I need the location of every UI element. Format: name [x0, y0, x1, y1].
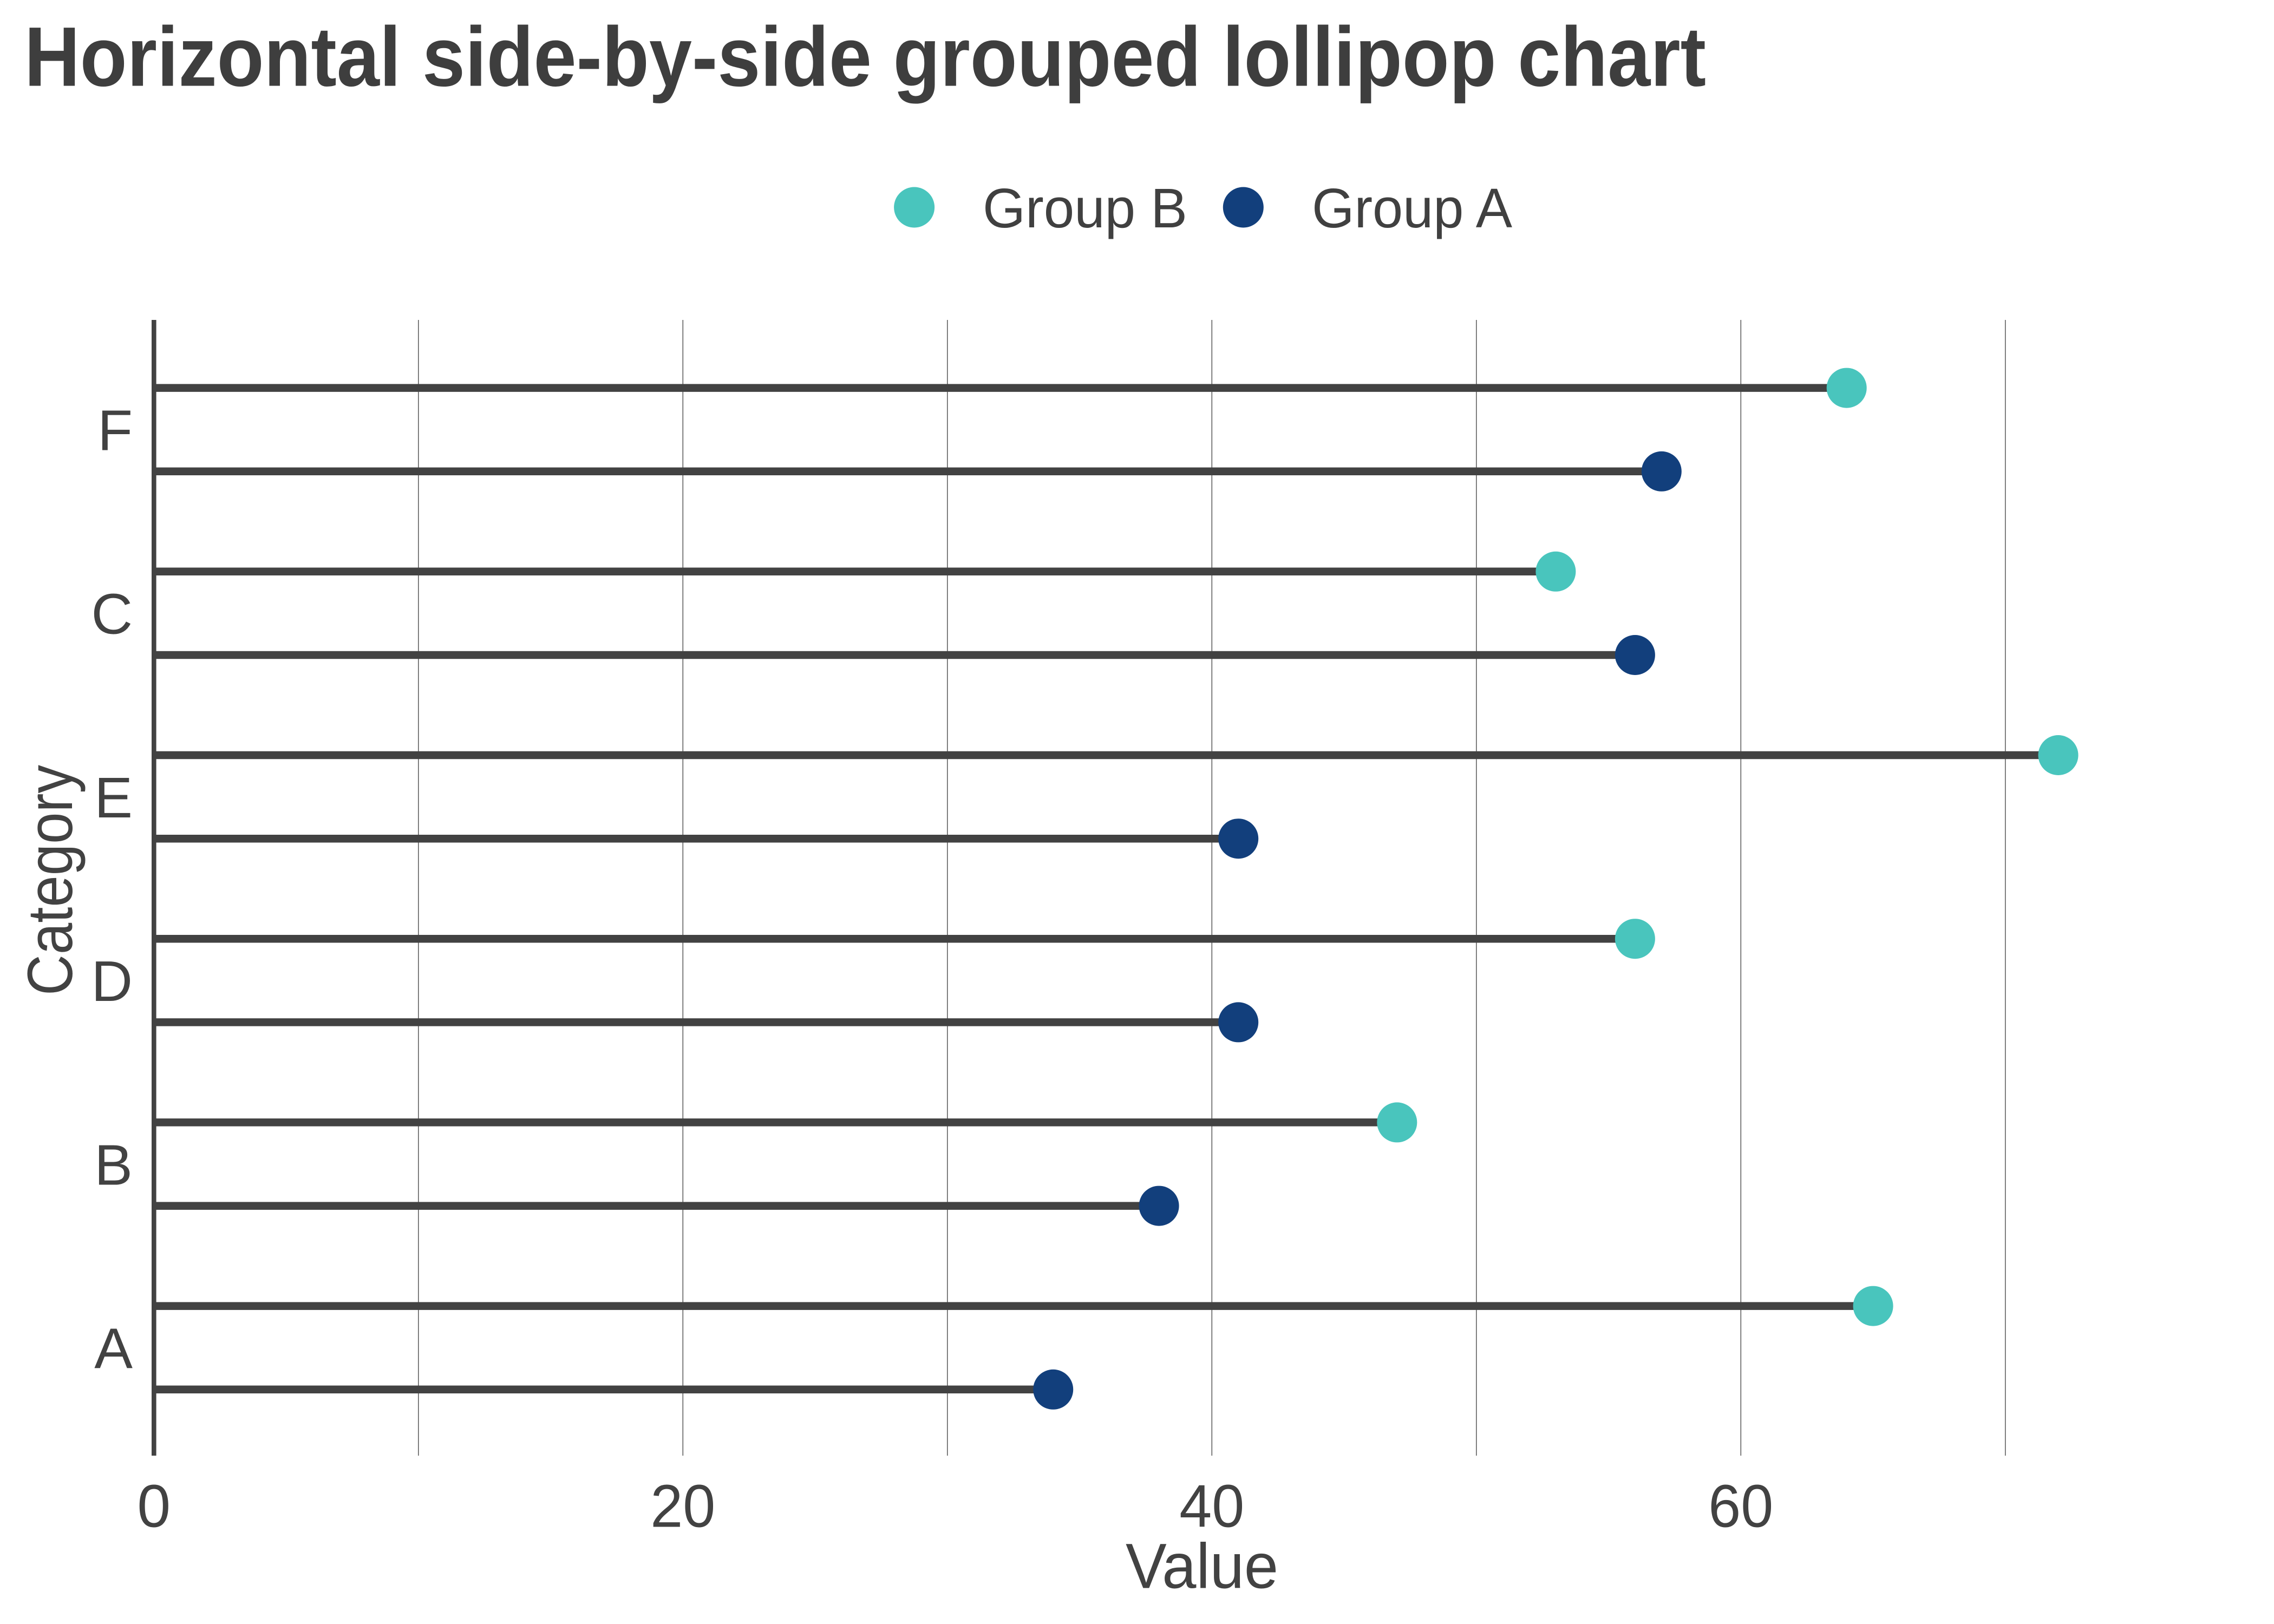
svg-text:0: 0: [137, 1473, 171, 1540]
svg-text:20: 20: [650, 1473, 715, 1540]
svg-text:Category: Category: [15, 765, 86, 996]
svg-text:Group A: Group A: [1312, 177, 1512, 239]
svg-text:D: D: [91, 949, 133, 1013]
svg-text:C: C: [91, 582, 133, 646]
svg-text:Group B: Group B: [983, 177, 1187, 239]
svg-text:E: E: [94, 766, 133, 830]
svg-text:Value: Value: [1126, 1531, 1278, 1602]
svg-text:B: B: [94, 1133, 133, 1197]
svg-text:40: 40: [1179, 1473, 1244, 1540]
svg-text:Horizontal side-by-side groupe: Horizontal side-by-side grouped lollipop…: [24, 10, 1706, 104]
svg-text:F: F: [97, 399, 133, 463]
svg-text:60: 60: [1708, 1473, 1773, 1540]
svg-text:A: A: [94, 1317, 133, 1381]
